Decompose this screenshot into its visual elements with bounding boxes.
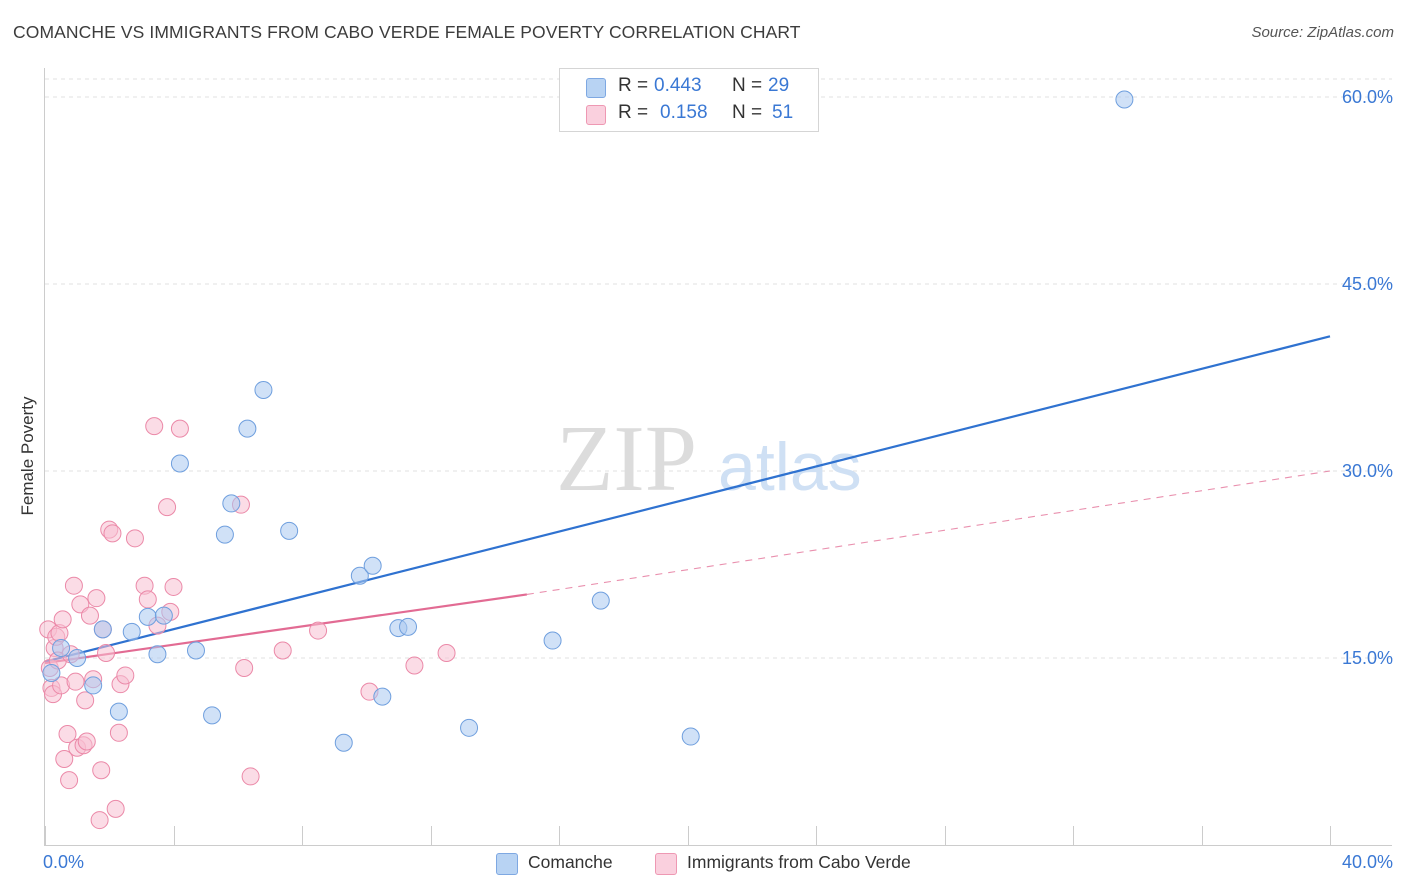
y-tick-label-1: 30.0% bbox=[1342, 461, 1393, 481]
point-cabo-verde-42 bbox=[170, 419, 189, 438]
point-comanche-19 bbox=[350, 566, 369, 585]
point-comanche-24 bbox=[460, 718, 479, 737]
point-comanche-21 bbox=[373, 687, 392, 706]
point-cabo-verde-46 bbox=[273, 641, 292, 660]
point-comanche-9 bbox=[154, 606, 173, 625]
legend-r-label: R = bbox=[618, 102, 649, 123]
point-comanche-3 bbox=[84, 676, 103, 695]
point-cabo-verde-12 bbox=[60, 771, 79, 790]
trend-line-cabo-verde-projection bbox=[526, 470, 1331, 595]
point-cabo-verde-47 bbox=[309, 621, 328, 640]
point-comanche-7 bbox=[138, 607, 157, 626]
point-cabo-verde-20 bbox=[77, 732, 96, 751]
point-comanche-23 bbox=[399, 617, 418, 636]
point-cabo-verde-25 bbox=[92, 761, 111, 780]
point-cabo-verde-29 bbox=[103, 524, 122, 543]
point-cabo-verde-37 bbox=[145, 417, 164, 436]
point-cabo-verde-31 bbox=[109, 723, 128, 742]
legend-n-value: 51 bbox=[772, 102, 794, 123]
gridlines bbox=[45, 78, 1392, 659]
point-comanche-10 bbox=[170, 454, 189, 473]
point-comanche-15 bbox=[238, 419, 257, 438]
point-cabo-verde-36 bbox=[138, 590, 157, 609]
point-comanche-11 bbox=[186, 641, 205, 660]
point-comanche-14 bbox=[222, 494, 241, 513]
data-points bbox=[39, 90, 1134, 830]
legend-n-label: N = bbox=[732, 75, 763, 96]
point-cabo-verde-10 bbox=[55, 749, 74, 768]
point-comanche-0 bbox=[42, 663, 61, 682]
point-cabo-verde-14 bbox=[64, 576, 83, 595]
correlation-legend: R = 0.443 N = 29 R = 0.158 N = 51 bbox=[559, 68, 819, 132]
point-comanche-12 bbox=[203, 706, 222, 725]
point-cabo-verde-9 bbox=[53, 610, 72, 629]
source-credit: Source: ZipAtlas.com bbox=[1251, 24, 1394, 41]
series-name-cabo-verde: Immigrants from Cabo Verde bbox=[687, 852, 911, 872]
legend-r-value: 0.158 bbox=[660, 102, 708, 123]
legend-r-value: 0.443 bbox=[654, 75, 702, 96]
trend-line-comanche bbox=[44, 335, 1331, 663]
legend-n-value: 29 bbox=[768, 75, 790, 96]
point-comanche-13 bbox=[215, 525, 234, 544]
point-comanche-17 bbox=[280, 521, 299, 540]
point-comanche-4 bbox=[93, 620, 112, 639]
point-comanche-28 bbox=[1115, 90, 1134, 109]
point-comanche-5 bbox=[109, 702, 128, 721]
legend-swatch-comanche bbox=[586, 78, 606, 98]
point-comanche-2 bbox=[68, 649, 87, 667]
watermark-atlas: atlas bbox=[718, 429, 862, 505]
point-cabo-verde-19 bbox=[76, 691, 95, 710]
series-name-comanche: Comanche bbox=[528, 852, 613, 872]
x-tick-min: 0.0% bbox=[43, 852, 85, 872]
y-tick-label-3: 60.0% bbox=[1342, 87, 1393, 107]
legend-r-label: R = bbox=[618, 75, 649, 96]
point-comanche-20 bbox=[363, 556, 382, 575]
point-cabo-verde-41 bbox=[164, 577, 183, 596]
point-cabo-verde-23 bbox=[87, 589, 106, 608]
point-comanche-25 bbox=[543, 631, 562, 650]
point-cabo-verde-27 bbox=[97, 644, 116, 663]
y-tick-label-2: 45.0% bbox=[1342, 274, 1393, 294]
trend-lines bbox=[44, 335, 1331, 665]
watermark-zip: ZIP bbox=[556, 407, 697, 511]
legend-n-label: N = bbox=[732, 102, 763, 123]
point-cabo-verde-45 bbox=[241, 767, 260, 786]
point-cabo-verde-21 bbox=[80, 606, 99, 625]
series-swatch-comanche bbox=[496, 853, 518, 875]
trend-line-cabo-verde bbox=[44, 593, 528, 665]
point-cabo-verde-15 bbox=[66, 672, 85, 691]
y-tick-label-0: 15.0% bbox=[1342, 648, 1393, 668]
point-cabo-verde-33 bbox=[116, 666, 135, 685]
point-comanche-1 bbox=[52, 639, 71, 658]
point-cabo-verde-50 bbox=[437, 644, 456, 663]
x-tick-max: 40.0% bbox=[1341, 852, 1393, 872]
watermark: ZIP atlas bbox=[556, 407, 862, 511]
point-cabo-verde-11 bbox=[58, 725, 77, 744]
point-cabo-verde-39 bbox=[158, 498, 177, 517]
legend-swatch-cabo-verde bbox=[586, 105, 606, 125]
point-comanche-6 bbox=[122, 622, 141, 641]
point-comanche-26 bbox=[591, 591, 610, 610]
point-cabo-verde-24 bbox=[90, 811, 109, 830]
point-cabo-verde-49 bbox=[405, 656, 424, 675]
point-comanche-16 bbox=[254, 380, 273, 399]
chart-title: COMANCHE VS IMMIGRANTS FROM CABO VERDE F… bbox=[13, 22, 801, 42]
point-comanche-8 bbox=[148, 645, 167, 664]
point-comanche-27 bbox=[681, 727, 700, 746]
point-comanche-18 bbox=[334, 733, 353, 752]
point-cabo-verde-34 bbox=[125, 529, 144, 548]
axes bbox=[44, 68, 1392, 846]
point-cabo-verde-44 bbox=[235, 658, 254, 677]
series-swatch-cabo-verde bbox=[655, 853, 677, 875]
point-cabo-verde-30 bbox=[106, 799, 125, 818]
y-tick-labels: 15.0% 30.0% 45.0% 60.0% bbox=[1342, 87, 1393, 668]
